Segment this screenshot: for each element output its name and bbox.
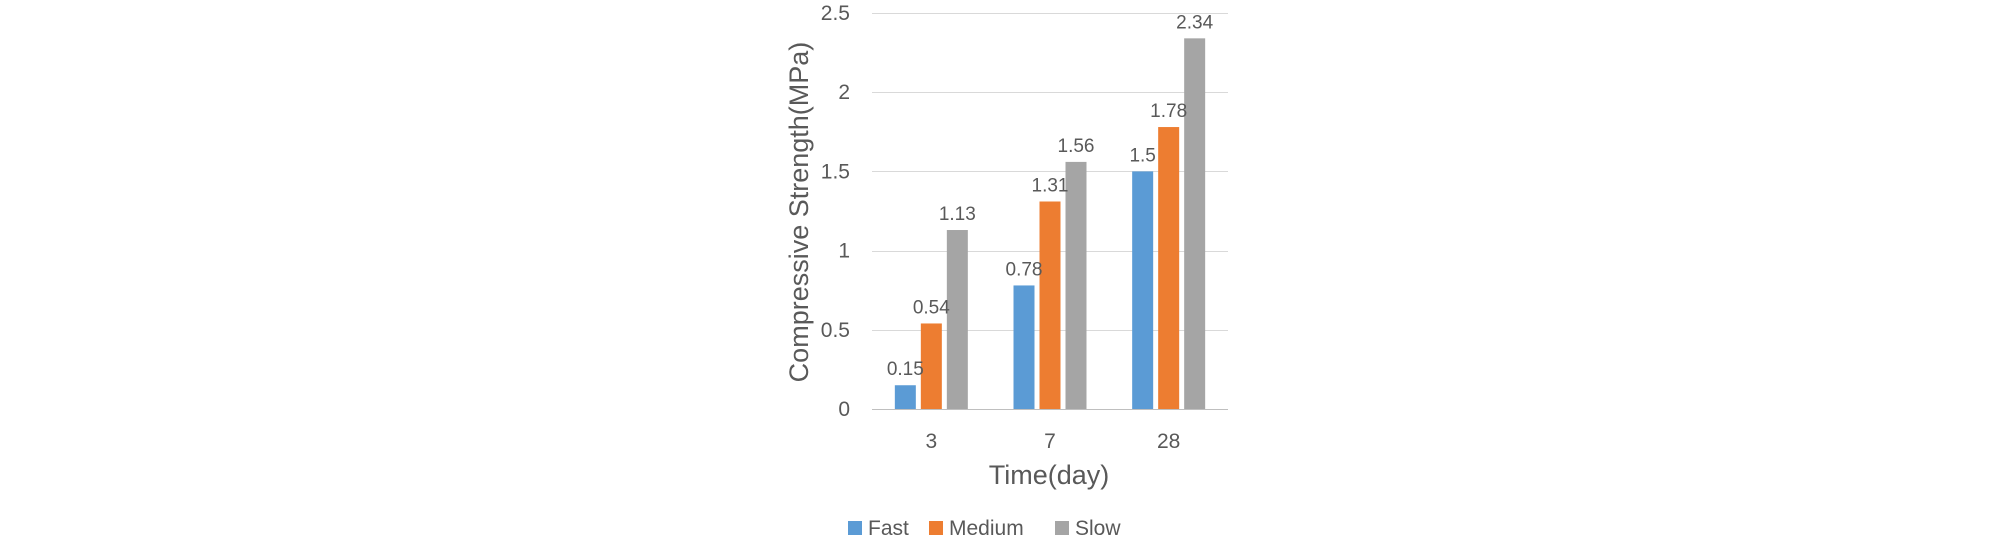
bar-medium-3 — [920, 323, 942, 409]
data-label: 1.31 — [1032, 175, 1069, 196]
bar-fast-3 — [894, 385, 916, 409]
data-label: 0.15 — [887, 359, 924, 380]
data-label: 1.56 — [1058, 136, 1095, 157]
x-category-label: 3 — [925, 430, 937, 453]
data-label: 1.5 — [1129, 145, 1155, 166]
x-category-label: 7 — [1044, 430, 1056, 453]
bars — [894, 38, 1206, 410]
bar-slow-3 — [946, 230, 968, 409]
y-tick-label: 0 — [838, 398, 850, 421]
legend-label-slow: Slow — [1075, 517, 1121, 540]
x-axis-categories: 3 7 28 — [925, 430, 1180, 453]
y-axis-title: Compressive Strength(MPa) — [784, 42, 814, 383]
legend: Fast Medium Slow — [848, 517, 1121, 540]
bar-slow-7 — [1065, 161, 1087, 409]
data-label: 2.34 — [1176, 12, 1213, 33]
data-label: 1.78 — [1150, 101, 1187, 122]
y-axis-ticks: 0 0.5 1 1.5 2 2.5 — [821, 2, 850, 421]
bar-medium-28 — [1158, 127, 1180, 409]
data-label: 0.78 — [1006, 259, 1043, 280]
legend-swatch-medium — [929, 521, 943, 535]
x-axis-title: Time(day) — [989, 460, 1110, 490]
legend-label-medium: Medium — [949, 517, 1024, 540]
y-tick-label: 2 — [838, 81, 850, 104]
legend-swatch-fast — [848, 521, 862, 535]
bar-fast-28 — [1132, 171, 1154, 409]
x-category-label: 28 — [1157, 430, 1180, 453]
data-label: 1.13 — [939, 204, 976, 225]
bar-medium-7 — [1039, 201, 1061, 409]
legend-label-fast: Fast — [868, 517, 909, 540]
y-tick-label: 2.5 — [821, 2, 850, 25]
data-label: 0.54 — [913, 297, 950, 318]
y-tick-label: 1.5 — [821, 160, 850, 183]
y-tick-label: 1 — [838, 240, 850, 263]
legend-swatch-slow — [1055, 521, 1069, 535]
bar-slow-28 — [1184, 38, 1206, 410]
data-labels: 0.15 0.54 1.13 0.78 1.31 1.56 1.5 1.78 2.34 — [887, 12, 1214, 380]
y-tick-label: 0.5 — [821, 319, 850, 342]
bar-fast-7 — [1013, 285, 1035, 409]
